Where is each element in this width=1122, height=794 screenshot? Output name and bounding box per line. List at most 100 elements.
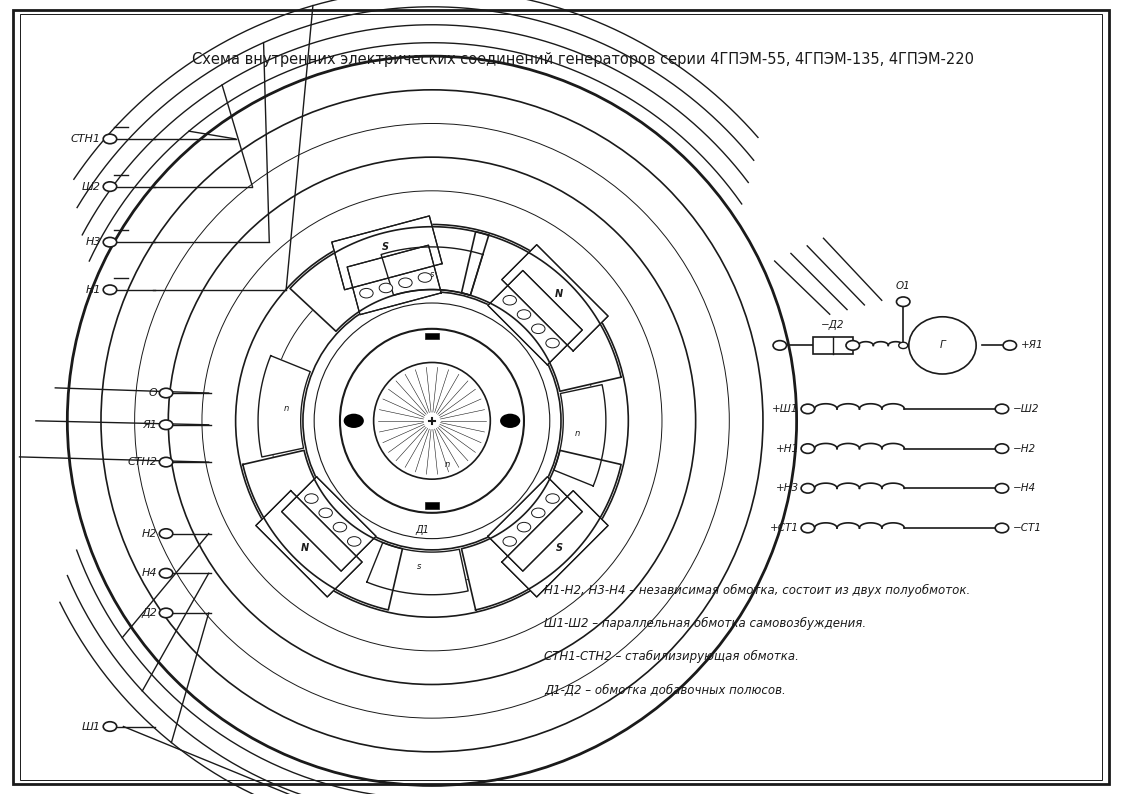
Text: n: n <box>445 460 450 468</box>
Text: s: s <box>417 561 422 571</box>
Text: −Ш2: −Ш2 <box>1013 404 1040 414</box>
Text: О: О <box>148 388 157 398</box>
Bar <box>425 503 439 509</box>
Text: СТН2: СТН2 <box>127 457 157 467</box>
Text: +Н3: +Н3 <box>775 484 799 493</box>
Circle shape <box>801 523 815 533</box>
Polygon shape <box>242 450 403 610</box>
Text: Ш2: Ш2 <box>82 182 101 191</box>
Text: Ш1-Ш2 – параллельная обмотка самовозбуждения.: Ш1-Ш2 – параллельная обмотка самовозбужд… <box>544 617 866 630</box>
Circle shape <box>348 537 361 546</box>
Circle shape <box>319 508 332 518</box>
Circle shape <box>773 341 787 350</box>
Bar <box>425 333 439 339</box>
Circle shape <box>801 404 815 414</box>
Polygon shape <box>488 271 582 365</box>
Text: S: S <box>381 242 389 252</box>
Text: −Д2: −Д2 <box>821 320 845 330</box>
Circle shape <box>159 569 173 578</box>
Circle shape <box>995 404 1009 414</box>
Circle shape <box>995 484 1009 493</box>
Circle shape <box>159 529 173 538</box>
Text: Я1: Я1 <box>142 420 157 430</box>
Text: s: s <box>430 271 434 279</box>
Polygon shape <box>502 491 608 597</box>
Circle shape <box>517 310 531 319</box>
Text: Г: Г <box>939 341 946 350</box>
Circle shape <box>159 388 173 398</box>
Circle shape <box>801 484 815 493</box>
Text: Н1: Н1 <box>85 285 101 295</box>
Circle shape <box>896 297 910 306</box>
Circle shape <box>103 285 117 295</box>
Polygon shape <box>502 245 608 351</box>
Text: +Я1: +Я1 <box>1021 341 1043 350</box>
Polygon shape <box>367 542 468 595</box>
Text: +Ш1: +Ш1 <box>772 404 799 414</box>
Text: +СТ1: +СТ1 <box>770 523 799 533</box>
Text: N: N <box>555 289 563 299</box>
Circle shape <box>305 494 319 503</box>
Text: Д1-Д2 – обмотка добавочных полюсов.: Д1-Д2 – обмотка добавочных полюсов. <box>544 684 785 696</box>
Text: +Н1: +Н1 <box>775 444 799 453</box>
Ellipse shape <box>909 317 976 374</box>
Text: СТН1: СТН1 <box>71 134 101 144</box>
Circle shape <box>1003 341 1017 350</box>
Polygon shape <box>332 216 442 290</box>
Text: Н3: Н3 <box>85 237 101 247</box>
Polygon shape <box>256 491 362 597</box>
Text: Н4: Н4 <box>141 569 157 578</box>
Bar <box>813 337 853 354</box>
Polygon shape <box>347 245 441 314</box>
Circle shape <box>360 288 374 298</box>
Text: Н1-Н2, Н3-Н4 – независимая обмотка, состоит из двух полуобмоток.: Н1-Н2, Н3-Н4 – независимая обмотка, сост… <box>544 584 971 596</box>
Text: −Н2: −Н2 <box>1013 444 1037 453</box>
Text: Д1: Д1 <box>415 525 430 535</box>
Circle shape <box>503 537 516 546</box>
Circle shape <box>398 278 412 287</box>
Text: −СТ1: −СТ1 <box>1013 523 1042 533</box>
Text: n: n <box>574 429 580 438</box>
Circle shape <box>517 522 531 532</box>
Circle shape <box>333 522 347 532</box>
Text: Н2: Н2 <box>141 529 157 538</box>
Circle shape <box>103 722 117 731</box>
Polygon shape <box>461 232 622 391</box>
Circle shape <box>995 523 1009 533</box>
Circle shape <box>545 338 559 348</box>
Circle shape <box>103 182 117 191</box>
Text: Схема внутренних электрических соединений генераторов серии 4ГПЭМ-55, 4ГПЭМ-135,: Схема внутренних электрических соединени… <box>193 52 974 67</box>
Circle shape <box>159 457 173 467</box>
Polygon shape <box>258 356 311 457</box>
Polygon shape <box>553 384 606 486</box>
Text: −Н4: −Н4 <box>1013 484 1037 493</box>
Circle shape <box>545 494 559 503</box>
Circle shape <box>801 444 815 453</box>
Text: n: n <box>284 403 289 413</box>
Polygon shape <box>381 247 482 295</box>
Circle shape <box>103 134 117 144</box>
Circle shape <box>503 295 516 305</box>
Text: Д2: Д2 <box>141 608 157 618</box>
Circle shape <box>343 414 364 428</box>
Circle shape <box>995 444 1009 453</box>
Text: S: S <box>555 543 562 553</box>
Circle shape <box>379 283 393 293</box>
Text: О1: О1 <box>895 280 911 291</box>
Circle shape <box>103 237 117 247</box>
Circle shape <box>159 608 173 618</box>
Polygon shape <box>461 450 622 610</box>
Circle shape <box>500 414 521 428</box>
Circle shape <box>899 342 908 349</box>
Circle shape <box>419 273 432 283</box>
Circle shape <box>159 420 173 430</box>
Circle shape <box>532 324 545 333</box>
Text: СТН1-СТН2 – стабилизирующая обмотка.: СТН1-СТН2 – стабилизирующая обмотка. <box>544 650 799 663</box>
Text: N: N <box>301 543 309 553</box>
Text: Ш1: Ш1 <box>82 722 101 731</box>
Polygon shape <box>289 227 489 331</box>
Circle shape <box>846 341 859 350</box>
Circle shape <box>532 508 545 518</box>
Polygon shape <box>282 476 376 571</box>
Polygon shape <box>488 476 582 571</box>
